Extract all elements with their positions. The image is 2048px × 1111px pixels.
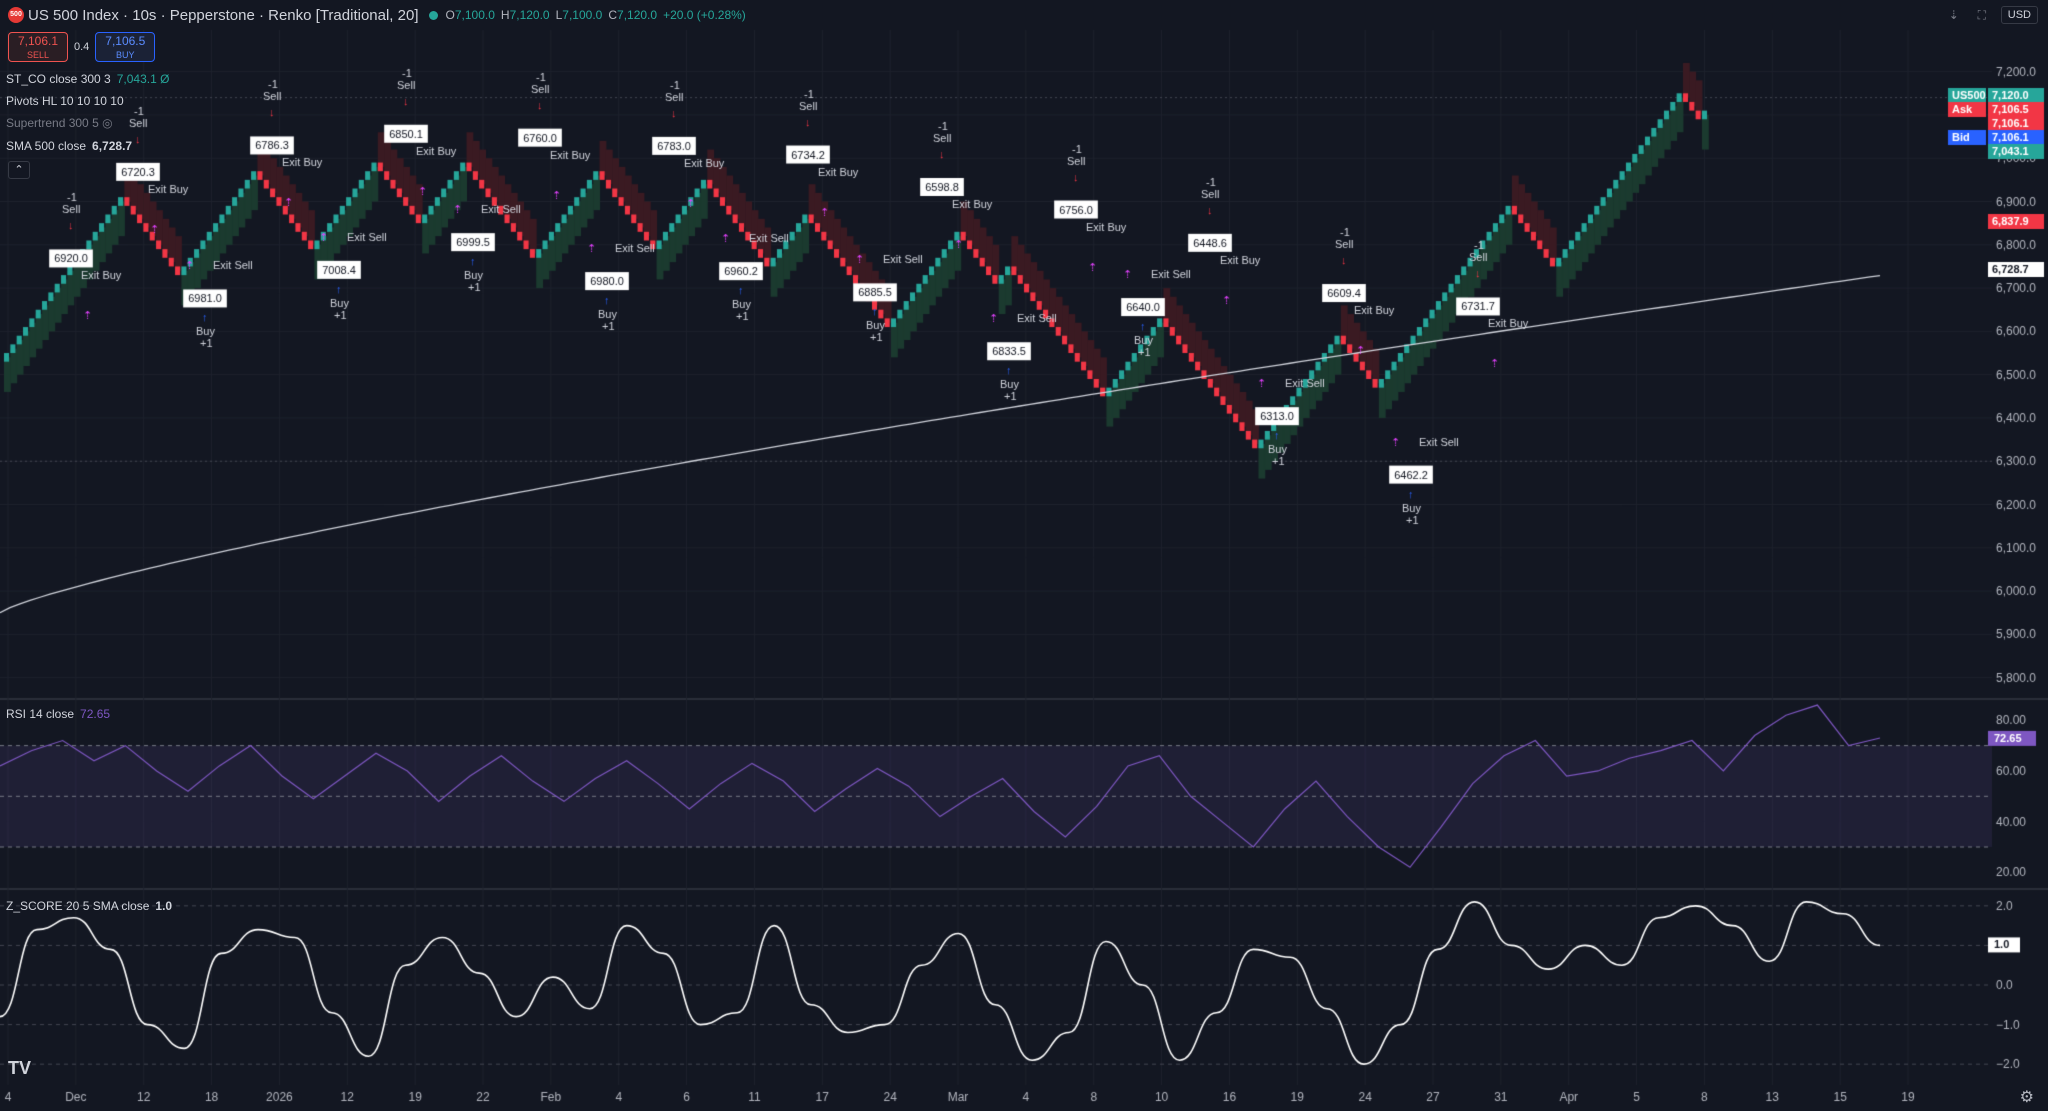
fullscreen-icon[interactable]: ⛶ [1977,8,1986,22]
low-value: 7,100.0 [562,8,603,22]
hidden-eye-icon[interactable]: ◎ [102,116,113,130]
tradingview-logo-icon: TV [8,1058,32,1078]
sell-button[interactable]: 7,106.1 SELL [8,32,68,62]
close-value: 7,120.0 [617,8,658,22]
settings-gear-icon[interactable]: ⚙ [2019,1089,2034,1106]
legend-pivots[interactable]: Pivots HL 10 10 10 10 [6,94,124,108]
symbol-header: 500 US 500 Index · 10s · Pepperstone · R… [0,0,1960,30]
currency-select[interactable]: USD [2000,6,2038,24]
legend-sma[interactable]: SMA 500 close 6,728.7 [6,139,133,153]
top-right-toolbar: ⇣ ⛶ USD [1945,6,2038,24]
buy-button[interactable]: 7,106.5 BUY [95,32,156,62]
open-value: 7,100.0 [454,8,495,22]
legend-supertrend[interactable]: Supertrend 300 5 ◎ [6,116,113,130]
legend-st-co[interactable]: ST_CO close 300 3 7,043.1 Ø [6,72,170,86]
spread-value: 0.4 [74,41,90,53]
change-value: +20.0 (+0.28%) [663,8,746,22]
high-value: 7,120.0 [509,8,550,22]
trade-panel: 7,106.1 SELL 0.4 7,106.5 BUY [8,32,156,62]
symbol-title[interactable]: US 500 Index · 10s · Pepperstone · Renko… [28,6,419,24]
symbol-logo-icon: 500 [8,7,24,23]
legend-rsi[interactable]: RSI 14 close 72.65 [6,707,111,721]
legend-zscore[interactable]: Z_SCORE 20 5 SMA close 1.0 [6,899,173,913]
collapse-legend-button[interactable]: ⌃ [8,161,30,179]
download-icon[interactable]: ⇣ [1948,8,1959,22]
market-status-icon [428,10,438,20]
